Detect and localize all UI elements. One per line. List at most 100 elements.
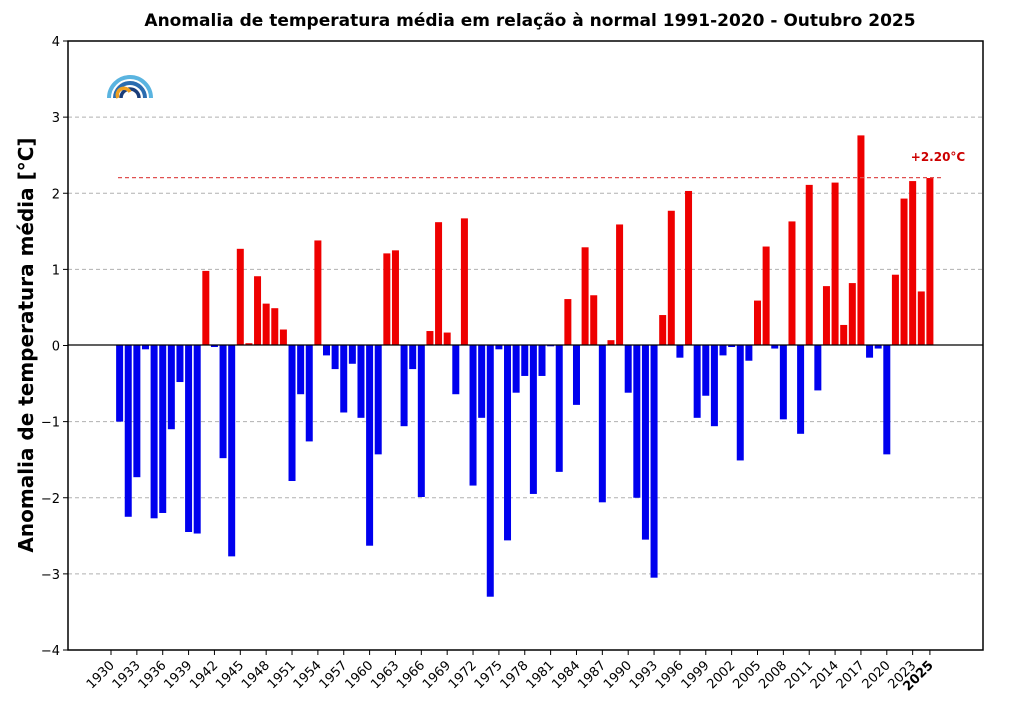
x-tick-label: 2011 xyxy=(782,658,816,692)
bar-1988 xyxy=(607,340,615,346)
bar-1984 xyxy=(572,345,580,405)
x-tick-label: 1939 xyxy=(161,658,195,692)
x-tick-label: 1945 xyxy=(213,658,247,692)
bar-1976 xyxy=(504,345,512,541)
bar-1997 xyxy=(685,190,693,346)
x-tick-label: 1954 xyxy=(291,658,325,692)
x-tick-label: 1972 xyxy=(446,658,480,692)
y-ticks: 4 3 2 1 0 −1 −2 −3 −4 xyxy=(41,35,68,659)
bar-2025 xyxy=(926,178,934,346)
grid xyxy=(68,116,983,575)
bar-1961 xyxy=(374,345,382,455)
x-tick-label: 1936 xyxy=(136,658,170,692)
bar-1931 xyxy=(116,345,124,422)
x-tick-label: 1930 xyxy=(84,658,118,692)
bar-1954 xyxy=(314,240,322,346)
x-tick-label: 1993 xyxy=(627,658,661,692)
bar-2008 xyxy=(779,345,787,420)
bar-1972 xyxy=(469,345,477,486)
bar-1936 xyxy=(159,345,167,513)
y-tick-label: −3 xyxy=(41,568,60,583)
x-tick-label: 1963 xyxy=(368,658,402,692)
bar-1968 xyxy=(435,222,443,346)
bar-1942 xyxy=(210,345,218,348)
x-tick-label: 1948 xyxy=(239,658,273,692)
bar-1939 xyxy=(185,345,193,533)
x-tick-label: 1969 xyxy=(420,658,454,692)
bar-1946 xyxy=(245,343,253,346)
bar-1949 xyxy=(271,308,279,346)
bar-1995 xyxy=(667,210,675,346)
bar-1941 xyxy=(202,270,210,346)
x-tick-label: 2014 xyxy=(808,658,842,692)
bar-1975 xyxy=(495,345,503,350)
x-tick-label: 1981 xyxy=(523,658,557,692)
bar-1943 xyxy=(219,345,227,459)
bar-1957 xyxy=(340,345,348,413)
x-tick-label: 1975 xyxy=(472,658,506,692)
x-tick-label: 1984 xyxy=(549,658,583,692)
bar-1969 xyxy=(443,332,451,346)
bar-1978 xyxy=(521,345,529,376)
bar-1981 xyxy=(547,345,555,347)
x-tick-label: 1933 xyxy=(110,658,144,692)
y-tick-label: 0 xyxy=(52,340,60,355)
y-tick-label: −1 xyxy=(41,416,60,431)
bar-1992 xyxy=(641,345,649,540)
bar-2022 xyxy=(900,198,908,346)
bar-1970 xyxy=(452,345,460,395)
bar-2013 xyxy=(822,286,830,346)
bar-1953 xyxy=(305,345,313,442)
bar-1980 xyxy=(538,345,546,376)
rainbow-arcs-logo xyxy=(107,75,153,99)
bar-1958 xyxy=(348,345,356,364)
bar-1993 xyxy=(650,345,658,578)
x-tick-label: 1960 xyxy=(342,658,376,692)
bar-2018 xyxy=(866,345,874,358)
bar-1990 xyxy=(624,345,632,393)
bar-2002 xyxy=(728,345,736,348)
bar-1991 xyxy=(633,345,641,498)
x-tick-label: 1987 xyxy=(575,658,609,692)
bar-1962 xyxy=(383,253,391,346)
bar-1996 xyxy=(676,345,684,358)
bar-2000 xyxy=(710,345,718,427)
bar-1951 xyxy=(288,345,296,482)
x-tick-label: 1951 xyxy=(265,658,299,692)
x-tick-label: 1966 xyxy=(394,658,428,692)
y-tick-label: 1 xyxy=(52,263,60,278)
bar-1986 xyxy=(590,295,598,346)
bar-2007 xyxy=(771,345,779,349)
y-axis-label: Anomalia de temperatura média [°C] xyxy=(14,137,38,552)
reference-label: +2.20°C xyxy=(911,150,966,164)
bar-2023 xyxy=(909,181,917,346)
bar-2024 xyxy=(917,291,925,346)
bar-2003 xyxy=(736,345,744,461)
bar-1965 xyxy=(409,345,417,370)
bar-1933 xyxy=(133,345,141,478)
bar-2014 xyxy=(831,182,839,346)
x-tick-label: 1996 xyxy=(653,658,687,692)
bar-2009 xyxy=(788,221,796,346)
y-tick-label: 4 xyxy=(52,35,60,50)
bar-2010 xyxy=(797,345,805,434)
bar-2011 xyxy=(805,184,813,346)
x-tick-label: 2008 xyxy=(756,658,790,692)
bar-1967 xyxy=(426,331,434,346)
bar-1963 xyxy=(391,250,399,346)
bars xyxy=(116,135,934,597)
bar-1945 xyxy=(236,248,244,346)
bar-2019 xyxy=(874,345,882,349)
x-tick-label: 2017 xyxy=(834,658,868,692)
bar-1971 xyxy=(460,218,468,346)
bar-1977 xyxy=(512,345,520,393)
bar-2017 xyxy=(857,135,865,346)
bar-1937 xyxy=(167,345,175,430)
x-tick-label: 1999 xyxy=(679,658,713,692)
bar-1956 xyxy=(331,345,339,370)
bar-1973 xyxy=(478,345,486,418)
bar-1934 xyxy=(141,345,149,350)
bar-1932 xyxy=(124,345,132,517)
bar-2020 xyxy=(883,345,891,455)
